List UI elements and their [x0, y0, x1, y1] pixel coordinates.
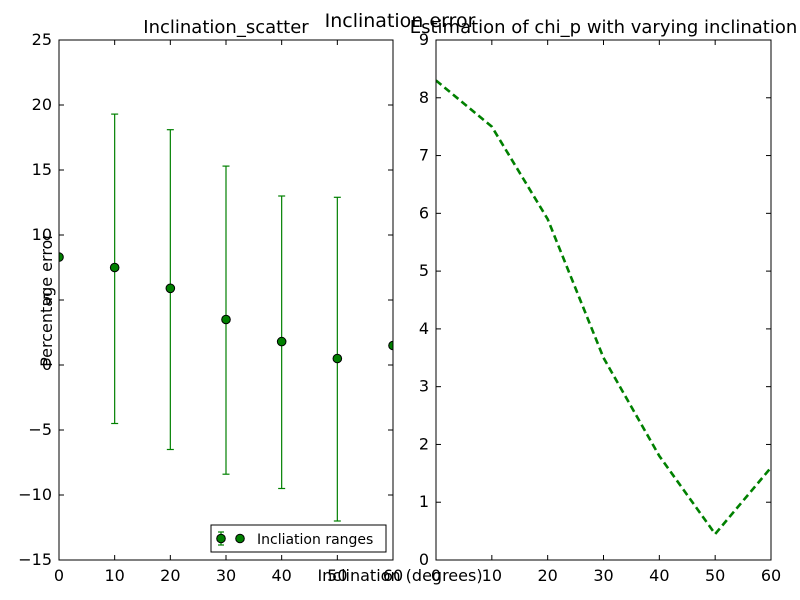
- scatter-data-layer: [59, 113, 393, 522]
- line-ytick-label-2: 2: [419, 434, 429, 453]
- line-ytick-label-5: 5: [419, 261, 429, 280]
- scatter-subplot: Inclination_scatter 0 10 20 30 40 50 60−15−10−…: [18, 17, 403, 585]
- scatter-point-1: [109, 262, 120, 273]
- scatter-xtick-label-1: 10: [104, 566, 124, 585]
- scatter-ytick-label-1: −10: [18, 485, 52, 504]
- line-ytick-label-9: 9: [419, 30, 429, 49]
- scatter-legend-label: Incliation ranges: [257, 532, 373, 548]
- line-axis-ticks: 0 10 20 30 40 50 60 0 1 2 3 4 5 6 7 8 9: [419, 30, 781, 585]
- line-ytick-label-4: 4: [419, 319, 429, 338]
- scatter-xtick-label-0: 0: [54, 566, 64, 585]
- figure-ylabel: Percentage error: [37, 233, 56, 367]
- line-xtick-label-3: 30: [593, 566, 613, 585]
- scatter-xtick-label-2: 20: [160, 566, 180, 585]
- figure-suptitle: Inclination error: [325, 10, 476, 32]
- scatter-plot-frame: [58, 39, 394, 561]
- line-xtick-label-5: 50: [705, 566, 725, 585]
- scatter-xtick-label-3: 30: [216, 566, 236, 585]
- scatter-xtick-label-5: 50: [327, 566, 347, 585]
- line-ytick-label-3: 3: [419, 377, 429, 396]
- line-plot-frame: [435, 39, 772, 561]
- scatter-ytick-label-6: 15: [32, 160, 52, 179]
- line-xtick-label-0: 0: [431, 566, 441, 585]
- scatter-ytick-label-4: 5: [42, 290, 52, 309]
- line-subplot: Estimation of chi_p with varying inclina…: [410, 17, 798, 585]
- scatter-ytick-label-5: 10: [32, 225, 52, 244]
- line-series: [436, 79, 771, 536]
- scatter-xtick-label-4: 40: [271, 566, 291, 585]
- line-ytick-label-7: 7: [419, 146, 429, 165]
- scatter-ytick-label-3: 0: [42, 355, 52, 374]
- line-ytick-label-8: 8: [419, 88, 429, 107]
- scatter-point-6: [388, 340, 393, 351]
- legend-marker: [235, 533, 245, 544]
- scatter-xtick-label-6: 60: [383, 566, 403, 585]
- line-data-layer: [436, 79, 771, 536]
- legend-marker-errorbar: [216, 533, 226, 544]
- line-plot-area: [436, 40, 771, 560]
- scatter-axis-ticks: 0 10 20 30 40 50 60 −15 −10 −5 0 5 10 15 20 25: [18, 30, 403, 585]
- scatter-point-4: [276, 336, 287, 347]
- scatter-legend: Incliation ranges: [210, 524, 387, 553]
- line-xtick-label-6: 60: [761, 566, 781, 585]
- scatter-ytick-label-0: −15: [18, 550, 52, 569]
- scatter-point-3: [221, 314, 231, 325]
- line-xtick-label-2: 20: [537, 566, 557, 585]
- figure-xlabel: Inclination (degrees): [317, 566, 482, 585]
- scatter-point-5: [332, 353, 343, 364]
- scatter-ytick-label-2: −5: [28, 420, 52, 439]
- line-xtick-label-1: 10: [482, 566, 502, 585]
- line-xtick-label-4: 40: [649, 566, 669, 585]
- line-subplot-title: Estimation of chi_p with varying inclina…: [410, 17, 798, 38]
- line-ytick-label-0: 0: [419, 550, 429, 569]
- scatter-point-2: [165, 283, 176, 294]
- line-ytick-label-1: 1: [419, 492, 429, 511]
- scatter-ytick-label-8: 25: [32, 30, 52, 49]
- scatter-ytick-label-7: 20: [32, 95, 52, 114]
- line-ytick-label-6: 6: [419, 203, 429, 222]
- scatter-subplot-title: Inclination_scatter: [143, 17, 309, 38]
